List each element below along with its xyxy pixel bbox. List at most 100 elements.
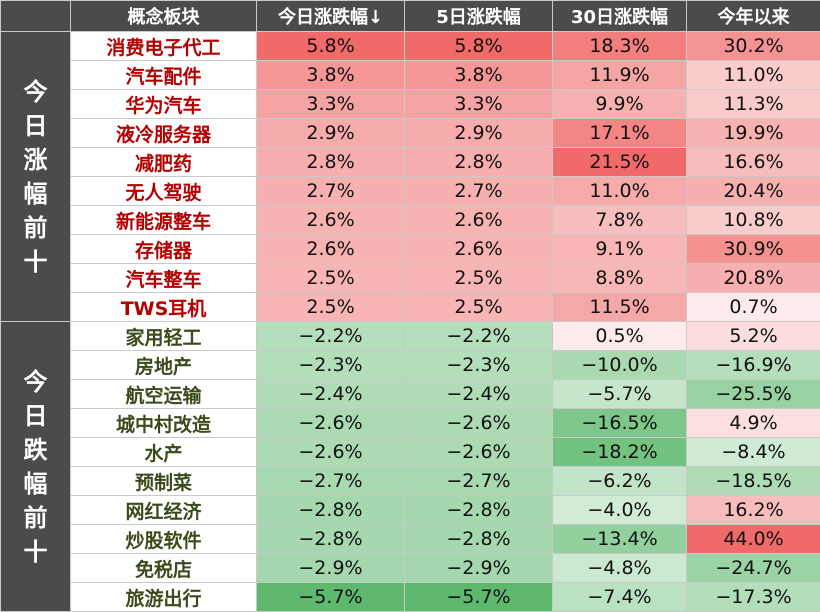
30day-change-cell: 11.0%: [553, 177, 687, 206]
5day-change-cell: −2.7%: [405, 467, 553, 496]
30day-change-cell: 11.5%: [553, 293, 687, 322]
today-change-cell: −2.4%: [257, 380, 405, 409]
today-change-cell: 2.6%: [257, 206, 405, 235]
ytd-change-cell: 4.9%: [687, 409, 820, 438]
5day-change-cell: 2.6%: [405, 235, 553, 264]
5day-change-cell: −2.8%: [405, 496, 553, 525]
today-change-cell: −2.2%: [257, 322, 405, 351]
sector-name-cell: 网红经济: [71, 496, 257, 525]
today-change-cell: −2.9%: [257, 554, 405, 583]
sector-name-cell: 预制菜: [71, 467, 257, 496]
ytd-change-cell: −16.9%: [687, 351, 820, 380]
sector-name-cell: 减肥药: [71, 148, 257, 177]
today-change-cell: 2.9%: [257, 119, 405, 148]
ytd-change-cell: 11.3%: [687, 90, 820, 119]
today-change-cell: −2.6%: [257, 409, 405, 438]
30day-change-cell: −10.0%: [553, 351, 687, 380]
5day-change-cell: −2.3%: [405, 351, 553, 380]
sector-name-cell: 汽车整车: [71, 264, 257, 293]
header-30day-change[interactable]: 30日涨跌幅: [553, 1, 687, 32]
header-today-change[interactable]: 今日涨跌幅↓: [257, 1, 405, 32]
table-row[interactable]: 航空运输−2.4%−2.4%−5.7%−25.5%: [1, 380, 820, 409]
header-sector[interactable]: 概念板块: [71, 1, 257, 32]
today-change-cell: −2.8%: [257, 525, 405, 554]
5day-change-cell: −2.4%: [405, 380, 553, 409]
header-ytd-change[interactable]: 今年以来: [687, 1, 820, 32]
ytd-change-cell: 10.8%: [687, 206, 820, 235]
ytd-change-cell: 0.7%: [687, 293, 820, 322]
today-change-cell: 5.8%: [257, 32, 405, 61]
table-row[interactable]: 免税店−2.9%−2.9%−4.8%−24.7%: [1, 554, 820, 583]
5day-change-cell: 3.8%: [405, 61, 553, 90]
sector-name-cell: 房地产: [71, 351, 257, 380]
5day-change-cell: −2.8%: [405, 525, 553, 554]
ytd-change-cell: 30.2%: [687, 32, 820, 61]
5day-change-cell: 2.8%: [405, 148, 553, 177]
5day-change-cell: 2.6%: [405, 206, 553, 235]
today-change-cell: 3.3%: [257, 90, 405, 119]
sector-name-cell: 水产: [71, 438, 257, 467]
ytd-change-cell: 20.8%: [687, 264, 820, 293]
5day-change-cell: −2.6%: [405, 409, 553, 438]
ytd-change-cell: 20.4%: [687, 177, 820, 206]
header-5day-change[interactable]: 5日涨跌幅: [405, 1, 553, 32]
today-change-cell: −2.3%: [257, 351, 405, 380]
5day-change-cell: −2.9%: [405, 554, 553, 583]
table-row[interactable]: 今日跌幅前十家用轻工−2.2%−2.2%0.5%5.2%: [1, 322, 820, 351]
ytd-change-cell: 11.0%: [687, 61, 820, 90]
5day-change-cell: −2.6%: [405, 438, 553, 467]
5day-change-cell: 2.9%: [405, 119, 553, 148]
header-corner: [1, 1, 71, 32]
sector-name-cell: 航空运输: [71, 380, 257, 409]
ytd-change-cell: 44.0%: [687, 525, 820, 554]
sector-name-cell: 免税店: [71, 554, 257, 583]
sector-name-cell: 汽车配件: [71, 61, 257, 90]
30day-change-cell: 21.5%: [553, 148, 687, 177]
table-row[interactable]: 预制菜−2.7%−2.7%−6.2%−18.5%: [1, 467, 820, 496]
30day-change-cell: 7.8%: [553, 206, 687, 235]
today-change-cell: −2.8%: [257, 496, 405, 525]
table-row[interactable]: 房地产−2.3%−2.3%−10.0%−16.9%: [1, 351, 820, 380]
sector-name-cell: 家用轻工: [71, 322, 257, 351]
30day-change-cell: 11.9%: [553, 61, 687, 90]
today-change-cell: 2.7%: [257, 177, 405, 206]
sector-name-cell: 无人驾驶: [71, 177, 257, 206]
today-change-cell: 2.5%: [257, 293, 405, 322]
sector-name-cell: 存储器: [71, 235, 257, 264]
ytd-change-cell: 16.6%: [687, 148, 820, 177]
30day-change-cell: −4.8%: [553, 554, 687, 583]
5day-change-cell: −2.2%: [405, 322, 553, 351]
table-row[interactable]: 炒股软件−2.8%−2.8%−13.4%44.0%: [1, 525, 820, 554]
today-change-cell: 3.8%: [257, 61, 405, 90]
today-change-cell: 2.6%: [257, 235, 405, 264]
ytd-change-cell: −24.7%: [687, 554, 820, 583]
table-row[interactable]: 水产−2.6%−2.6%−18.2%−8.4%: [1, 438, 820, 467]
table-row[interactable]: 城中村改造−2.6%−2.6%−16.5%4.9%: [1, 409, 820, 438]
sector-name-cell: 新能源整车: [71, 206, 257, 235]
table-row[interactable]: 网红经济−2.8%−2.8%−4.0%16.2%: [1, 496, 820, 525]
5day-change-cell: 2.5%: [405, 293, 553, 322]
ytd-change-cell: −25.5%: [687, 380, 820, 409]
30day-change-cell: 8.8%: [553, 264, 687, 293]
sector-name-cell: 液冷服务器: [71, 119, 257, 148]
ytd-change-cell: 5.2%: [687, 322, 820, 351]
30day-change-cell: −7.4%: [553, 583, 687, 612]
table-row[interactable]: 旅游出行−5.7%−5.7%−7.4%−17.3%: [1, 583, 820, 612]
ytd-change-cell: −18.5%: [687, 467, 820, 496]
30day-change-cell: 9.9%: [553, 90, 687, 119]
30day-change-cell: 0.5%: [553, 322, 687, 351]
30day-change-cell: 17.1%: [553, 119, 687, 148]
ytd-change-cell: 19.9%: [687, 119, 820, 148]
